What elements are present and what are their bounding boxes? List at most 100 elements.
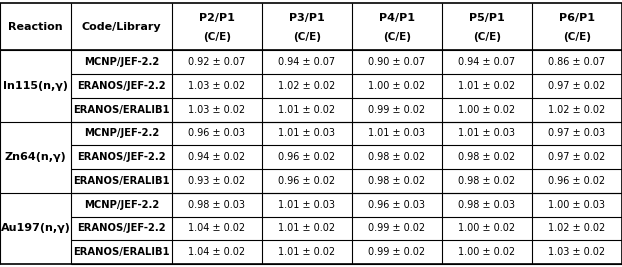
Bar (352, 98, 442, 122)
Bar (0, 122, 71, 193)
Text: ERANOS/ERALIB1: ERANOS/ERALIB1 (73, 176, 170, 186)
Text: P4/P1: P4/P1 (379, 13, 415, 23)
Text: 0.98 ± 0.02: 0.98 ± 0.02 (458, 176, 516, 186)
Bar (532, 98, 622, 122)
Text: 1.00 ± 0.02: 1.00 ± 0.02 (368, 81, 425, 91)
Text: 0.96 ± 0.03: 0.96 ± 0.03 (368, 200, 425, 210)
Bar (352, 122, 442, 145)
Bar (532, 169, 622, 193)
Text: 0.96 ± 0.02: 0.96 ± 0.02 (278, 152, 335, 162)
Text: (C/E): (C/E) (203, 32, 231, 42)
Text: MCNP/JEF-2.2: MCNP/JEF-2.2 (84, 200, 159, 210)
Text: P3/P1: P3/P1 (289, 13, 325, 23)
Text: 1.01 ± 0.02: 1.01 ± 0.02 (278, 247, 335, 257)
Bar (532, 50, 622, 74)
Text: 1.02 ± 0.02: 1.02 ± 0.02 (278, 81, 335, 91)
Text: 0.97 ± 0.02: 0.97 ± 0.02 (549, 81, 606, 91)
Bar (71, 169, 172, 193)
Bar (71, 98, 172, 122)
Text: 1.04 ± 0.02: 1.04 ± 0.02 (188, 223, 245, 233)
Bar (172, 240, 262, 264)
Text: 0.94 ± 0.07: 0.94 ± 0.07 (278, 57, 335, 67)
Bar (0, 50, 71, 122)
Text: Zn64(n,γ): Zn64(n,γ) (4, 152, 67, 162)
Text: (C/E): (C/E) (383, 32, 411, 42)
Bar (532, 240, 622, 264)
Text: ERANOS/ERALIB1: ERANOS/ERALIB1 (73, 247, 170, 257)
Text: 0.97 ± 0.03: 0.97 ± 0.03 (549, 128, 606, 139)
Text: 0.94 ± 0.07: 0.94 ± 0.07 (458, 57, 516, 67)
Text: 0.98 ± 0.03: 0.98 ± 0.03 (458, 200, 516, 210)
Text: 1.04 ± 0.02: 1.04 ± 0.02 (188, 247, 245, 257)
Text: 1.00 ± 0.02: 1.00 ± 0.02 (458, 105, 516, 115)
Text: 0.97 ± 0.02: 0.97 ± 0.02 (549, 152, 606, 162)
Text: 1.01 ± 0.03: 1.01 ± 0.03 (368, 128, 425, 139)
Bar (352, 240, 442, 264)
Text: 0.99 ± 0.02: 0.99 ± 0.02 (368, 105, 425, 115)
Bar (352, 169, 442, 193)
Bar (442, 50, 532, 74)
Bar (0, 3, 71, 50)
Bar (262, 50, 352, 74)
Bar (172, 217, 262, 240)
Text: 0.98 ± 0.02: 0.98 ± 0.02 (368, 152, 425, 162)
Bar (71, 122, 172, 145)
Bar (352, 50, 442, 74)
Bar (71, 3, 172, 50)
Bar (442, 169, 532, 193)
Text: 0.98 ± 0.03: 0.98 ± 0.03 (188, 200, 245, 210)
Bar (172, 122, 262, 145)
Bar (172, 98, 262, 122)
Bar (262, 98, 352, 122)
Bar (172, 50, 262, 74)
Text: (C/E): (C/E) (473, 32, 501, 42)
Text: 0.86 ± 0.07: 0.86 ± 0.07 (549, 57, 606, 67)
Text: 0.99 ± 0.02: 0.99 ± 0.02 (368, 247, 425, 257)
Bar (442, 122, 532, 145)
Bar (442, 145, 532, 169)
Text: 0.94 ± 0.02: 0.94 ± 0.02 (188, 152, 245, 162)
Bar (71, 145, 172, 169)
Text: 0.96 ± 0.03: 0.96 ± 0.03 (188, 128, 245, 139)
Text: MCNP/JEF-2.2: MCNP/JEF-2.2 (84, 128, 159, 139)
Bar (532, 3, 622, 50)
Text: 1.00 ± 0.02: 1.00 ± 0.02 (458, 247, 516, 257)
Bar (71, 217, 172, 240)
Bar (442, 98, 532, 122)
Text: 1.01 ± 0.02: 1.01 ± 0.02 (458, 81, 516, 91)
Text: 1.01 ± 0.03: 1.01 ± 0.03 (458, 128, 516, 139)
Bar (442, 3, 532, 50)
Text: 1.01 ± 0.03: 1.01 ± 0.03 (278, 128, 335, 139)
Text: P6/P1: P6/P1 (559, 13, 595, 23)
Bar (262, 145, 352, 169)
Text: 1.00 ± 0.03: 1.00 ± 0.03 (549, 200, 605, 210)
Bar (532, 193, 622, 217)
Text: 0.96 ± 0.02: 0.96 ± 0.02 (549, 176, 606, 186)
Text: (C/E): (C/E) (293, 32, 321, 42)
Bar (352, 193, 442, 217)
Text: 1.01 ± 0.03: 1.01 ± 0.03 (278, 200, 335, 210)
Bar (172, 193, 262, 217)
Text: Au197(n,γ): Au197(n,γ) (1, 223, 70, 233)
Bar (352, 217, 442, 240)
Bar (71, 193, 172, 217)
Bar (442, 217, 532, 240)
Bar (71, 240, 172, 264)
Text: 0.92 ± 0.07: 0.92 ± 0.07 (188, 57, 245, 67)
Text: Code/Library: Code/Library (81, 22, 161, 32)
Bar (442, 193, 532, 217)
Text: ERANOS/JEF-2.2: ERANOS/JEF-2.2 (77, 152, 165, 162)
Bar (262, 193, 352, 217)
Text: 0.93 ± 0.02: 0.93 ± 0.02 (188, 176, 245, 186)
Text: 0.99 ± 0.02: 0.99 ± 0.02 (368, 223, 425, 233)
Bar (71, 50, 172, 74)
Text: ERANOS/ERALIB1: ERANOS/ERALIB1 (73, 105, 170, 115)
Bar (172, 169, 262, 193)
Bar (532, 145, 622, 169)
Bar (352, 74, 442, 98)
Text: ERANOS/JEF-2.2: ERANOS/JEF-2.2 (77, 81, 165, 91)
Bar (442, 74, 532, 98)
Text: 1.01 ± 0.02: 1.01 ± 0.02 (278, 105, 335, 115)
Bar (352, 3, 442, 50)
Text: 1.03 ± 0.02: 1.03 ± 0.02 (188, 81, 245, 91)
